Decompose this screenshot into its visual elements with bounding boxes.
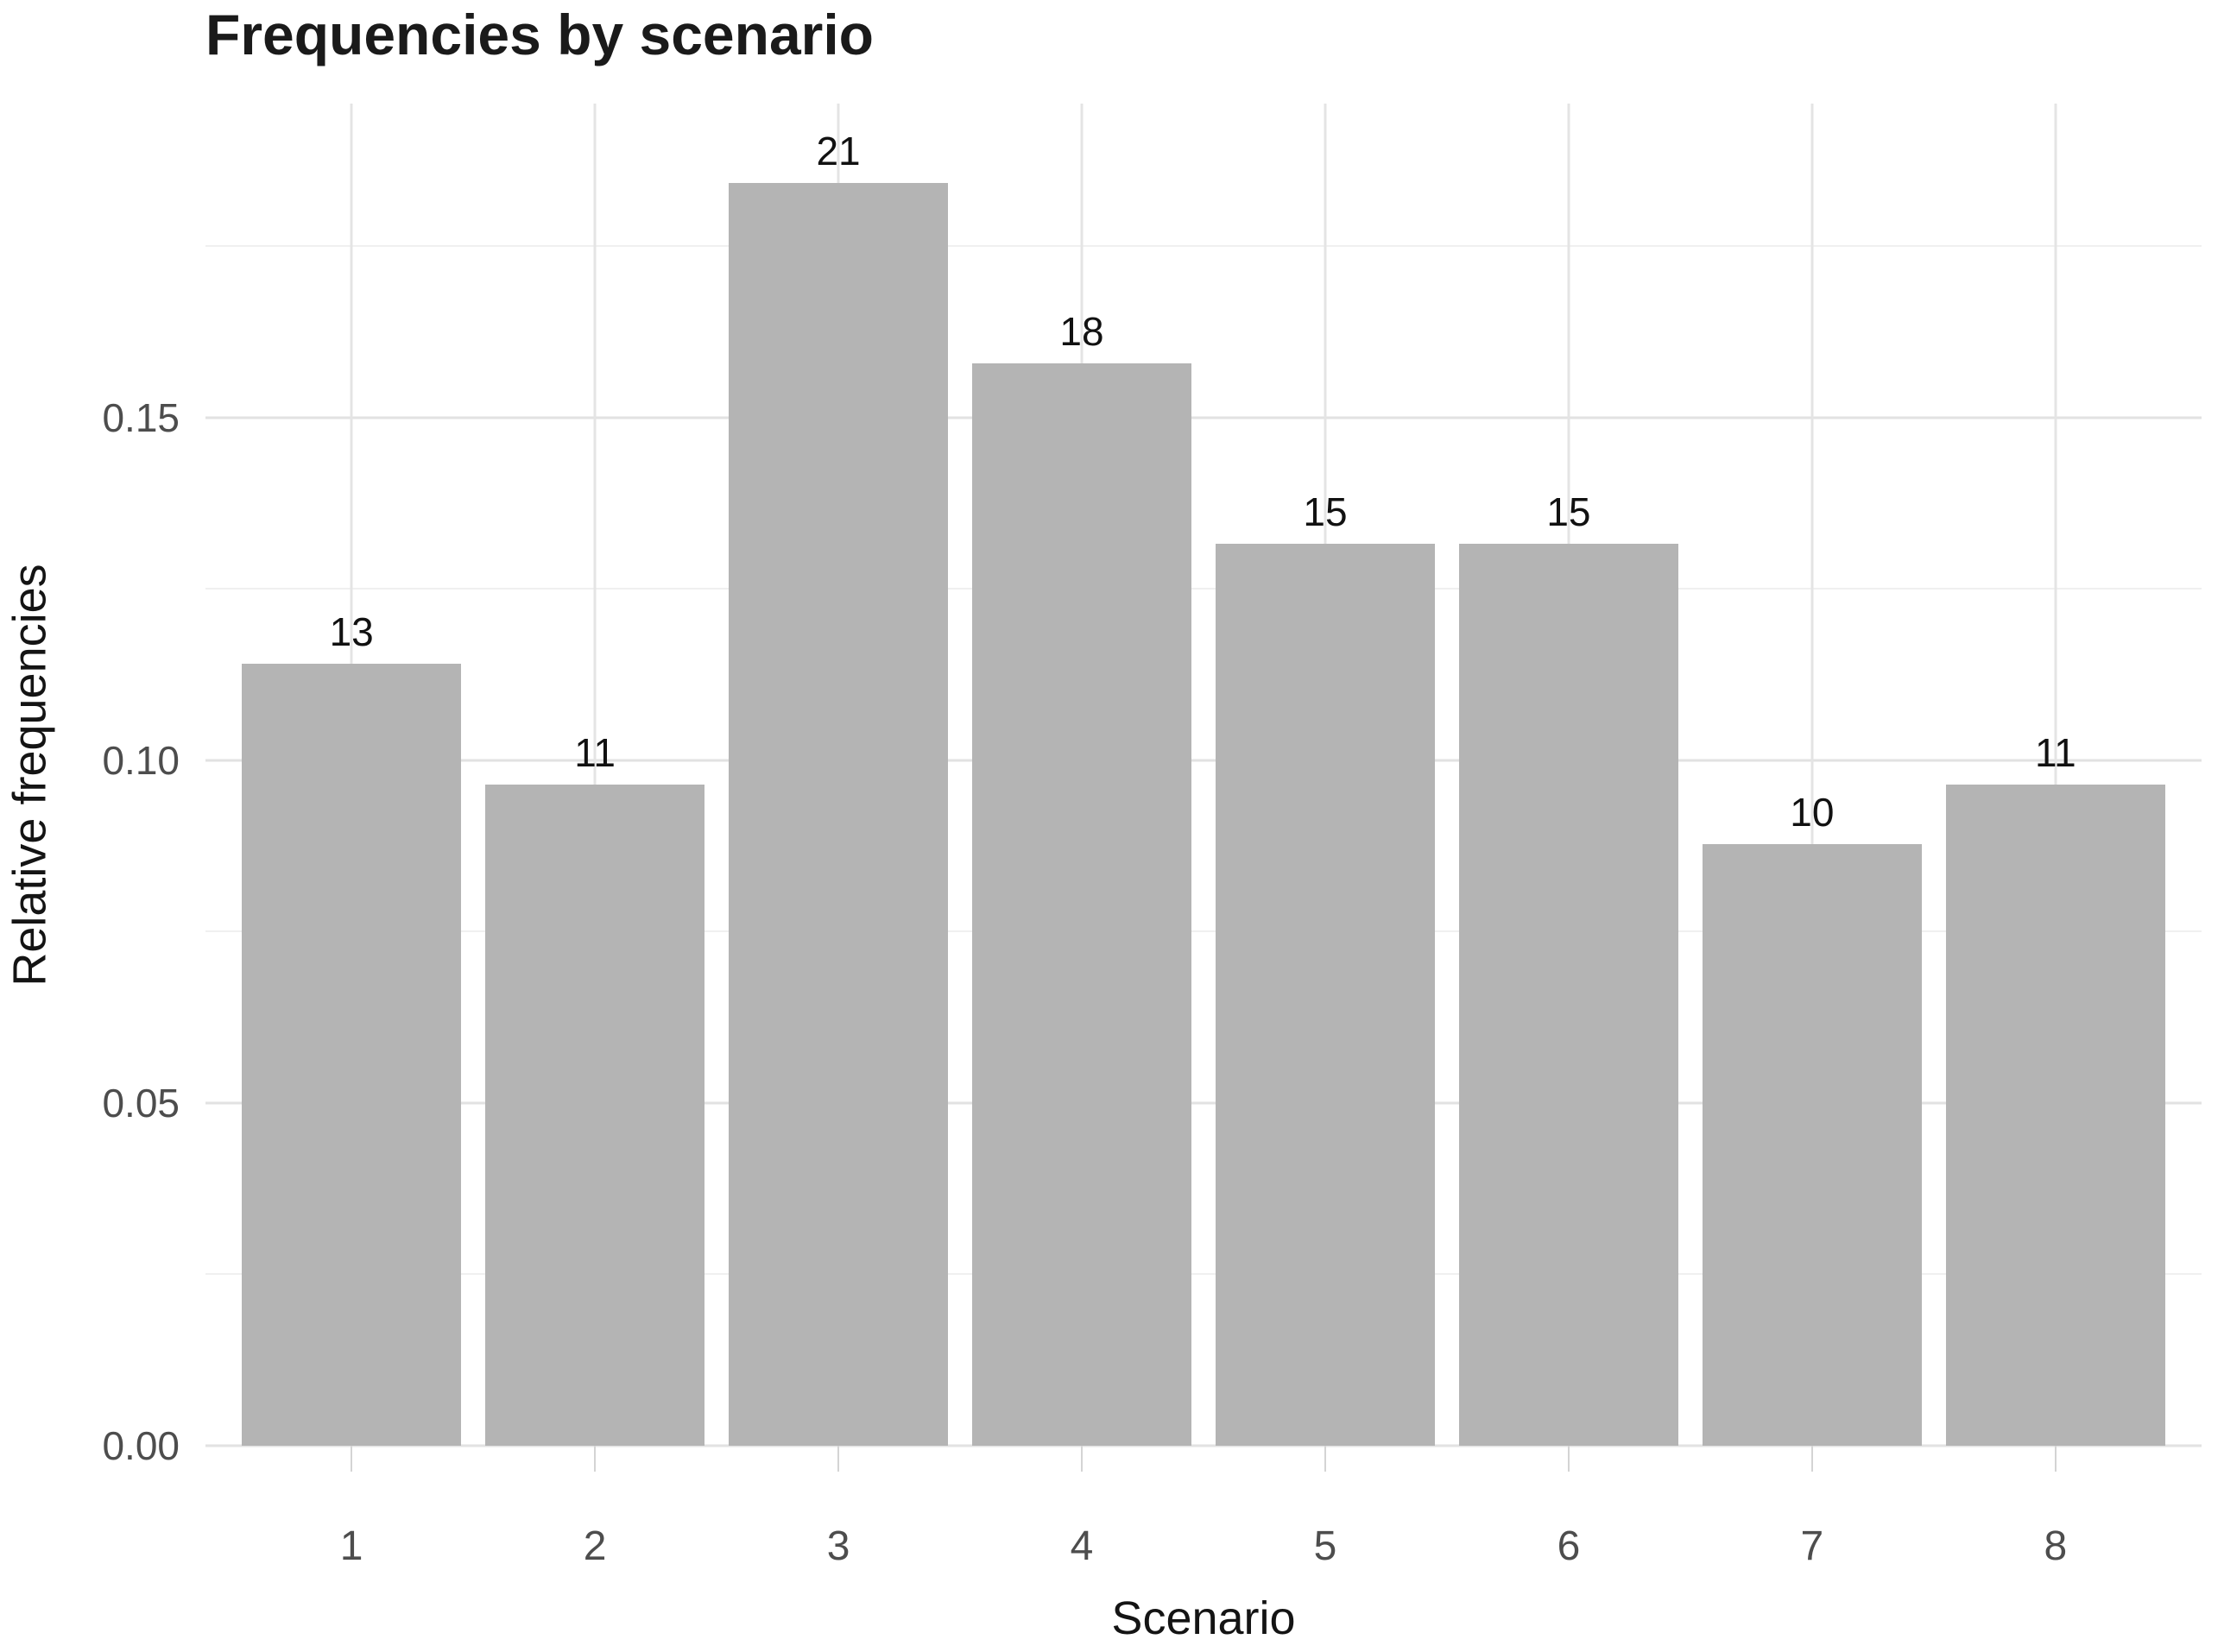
bar-value-label: 15 xyxy=(1303,489,1348,535)
x-axis-tick-labels: 1 2 3 4 5 6 7 8 xyxy=(205,1526,2202,1581)
x-tick-label: 7 xyxy=(1800,1523,1824,1569)
gridline-vertical xyxy=(1810,104,1814,1446)
y-tick-label: 0.00 xyxy=(102,1423,180,1468)
bar-value-label: 11 xyxy=(2034,729,2076,775)
bar xyxy=(1459,544,1678,1446)
bar xyxy=(242,664,462,1446)
bar-value-label: 21 xyxy=(816,129,861,174)
y-tick-label: 0.15 xyxy=(102,394,180,440)
x-tick-label: 8 xyxy=(2044,1523,2068,1569)
x-axis-tick-marks xyxy=(205,1446,2202,1475)
x-tick-label: 3 xyxy=(826,1523,850,1569)
gridline-minor xyxy=(205,588,2202,590)
bar-value-label: 11 xyxy=(574,729,616,775)
x-axis-title: Scenario xyxy=(1111,1592,1296,1644)
x-tick-mark xyxy=(1324,1446,1326,1472)
y-tick-label: 0.05 xyxy=(102,1080,180,1126)
x-tick-label: 2 xyxy=(583,1523,607,1569)
bar-value-label: 18 xyxy=(1059,309,1104,355)
bar xyxy=(1945,784,2165,1446)
bar xyxy=(729,183,948,1446)
gridline-vertical xyxy=(2054,104,2057,1446)
x-tick-mark xyxy=(594,1446,597,1472)
x-tick-mark xyxy=(1567,1446,1570,1472)
x-tick-label: 6 xyxy=(1557,1523,1581,1569)
x-tick-mark xyxy=(351,1446,353,1472)
x-tick-mark xyxy=(837,1446,840,1472)
plot-panel: 13 11 21 18 15 15 10 11 xyxy=(205,104,2202,1447)
gridline-major xyxy=(205,416,2202,419)
bar xyxy=(972,363,1191,1446)
x-tick-mark xyxy=(1810,1446,1813,1472)
bar xyxy=(1216,544,1435,1446)
x-tick-label: 4 xyxy=(1070,1523,1094,1569)
gridline-minor xyxy=(205,930,2202,933)
bar-value-label: 10 xyxy=(1790,790,1835,835)
gridline-minor xyxy=(205,245,2202,248)
y-tick-label: 0.10 xyxy=(102,737,180,783)
bar xyxy=(1703,844,1922,1446)
gridline-vertical xyxy=(593,104,597,1446)
x-tick-label: 5 xyxy=(1313,1523,1337,1569)
x-tick-mark xyxy=(1081,1446,1084,1472)
gridline-major xyxy=(205,1444,2202,1447)
x-tick-label: 1 xyxy=(339,1523,363,1569)
gridline-minor xyxy=(205,1273,2202,1276)
chart-title: Frequencies by scenario xyxy=(205,3,874,66)
gridline-major xyxy=(205,1101,2202,1105)
x-tick-mark xyxy=(2054,1446,2057,1472)
bar-value-label: 13 xyxy=(329,609,374,655)
bar-value-label: 15 xyxy=(1546,489,1591,535)
gridline-major xyxy=(205,759,2202,762)
bar xyxy=(485,784,704,1446)
y-axis-tick-labels: 0.00 0.05 0.10 0.15 xyxy=(0,104,185,1466)
